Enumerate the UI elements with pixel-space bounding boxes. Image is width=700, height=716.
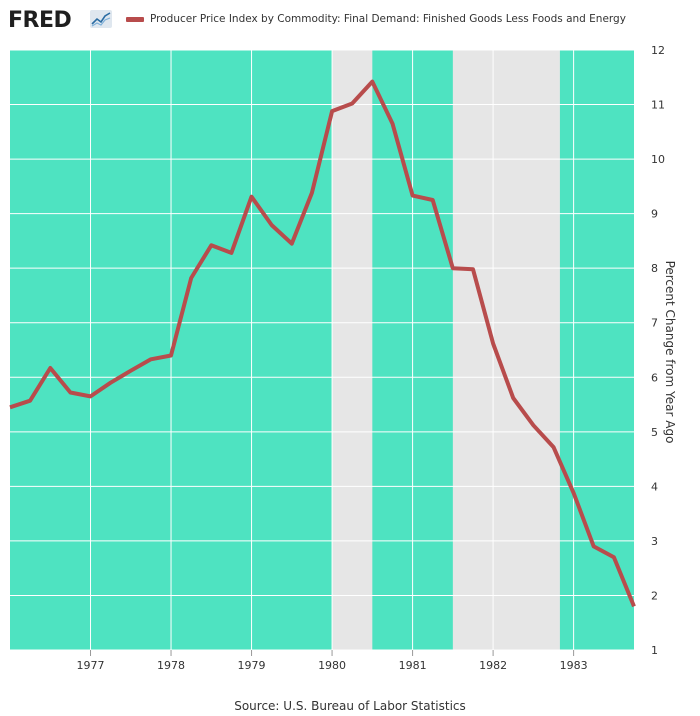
y-tick-label: 9 [651,208,658,221]
fred-logo[interactable]: FRED [8,8,72,33]
x-tick-label: 1980 [318,659,346,672]
data-point [28,399,32,403]
recession-band-1 [452,50,560,650]
data-point [370,80,374,84]
data-point [270,223,274,227]
data-point [451,266,455,270]
legend-swatch [126,16,144,22]
data-point [48,366,52,370]
data-point [431,198,435,202]
data-point [189,276,193,280]
data-point [511,396,515,400]
chart-header: FRED Producer Price Index by Commodity: … [8,6,692,34]
data-point [531,423,535,427]
data-point [572,491,576,495]
data-point [209,243,213,247]
y-tick-label: 12 [651,44,665,57]
recession-band-0 [332,50,373,650]
data-point [310,191,314,195]
x-tick-label: 1979 [238,659,266,672]
data-point [592,544,596,548]
data-point [129,369,133,373]
data-point [109,381,113,385]
y-tick-label: 3 [651,535,658,548]
data-point [411,194,415,198]
data-point [169,353,173,357]
x-tick-label: 1981 [399,659,427,672]
data-point [290,242,294,246]
y-tick-label: 7 [651,317,658,330]
legend: Producer Price Index by Commodity: Final… [126,13,626,25]
legend-label: Producer Price Index by Commodity: Final… [150,13,626,25]
series-line-0 [9,79,636,608]
x-tick-label: 1978 [157,659,185,672]
data-point [330,109,334,113]
x-tick-label: 1982 [479,659,507,672]
x-axis-ticks: 1977 1978 1979 1980 1981 1982 1983 [77,650,588,672]
x-tick-label: 1983 [560,659,588,672]
series-layer [8,79,636,608]
y-tick-label: 5 [651,426,658,439]
data-point [229,251,233,255]
y-tick-label: 8 [651,262,658,275]
y-tick-label: 4 [651,480,658,493]
y-tick-label: 1 [651,644,658,657]
data-point [612,555,616,559]
data-point [390,122,394,126]
y-tick-label: 2 [651,589,658,602]
data-point [551,445,555,449]
data-point [250,195,254,199]
gridlines [10,49,634,651]
y-tick-label: 11 [651,99,665,112]
x-tick-label: 1977 [77,659,105,672]
recession-shading [332,50,560,650]
data-point [149,357,153,361]
y-tick-label: 10 [651,153,665,166]
data-point [491,341,495,345]
data-point [8,405,12,409]
line-chart-icon [90,10,112,28]
data-point [89,394,93,398]
source-note: Source: U.S. Bureau of Labor Statistics [234,699,466,713]
y-tick-label: 6 [651,371,658,384]
y-axis-label: Percent Change from Year Ago [663,261,677,444]
data-point [350,101,354,105]
data-point [68,391,72,395]
data-point [632,604,636,608]
data-point [471,267,475,271]
